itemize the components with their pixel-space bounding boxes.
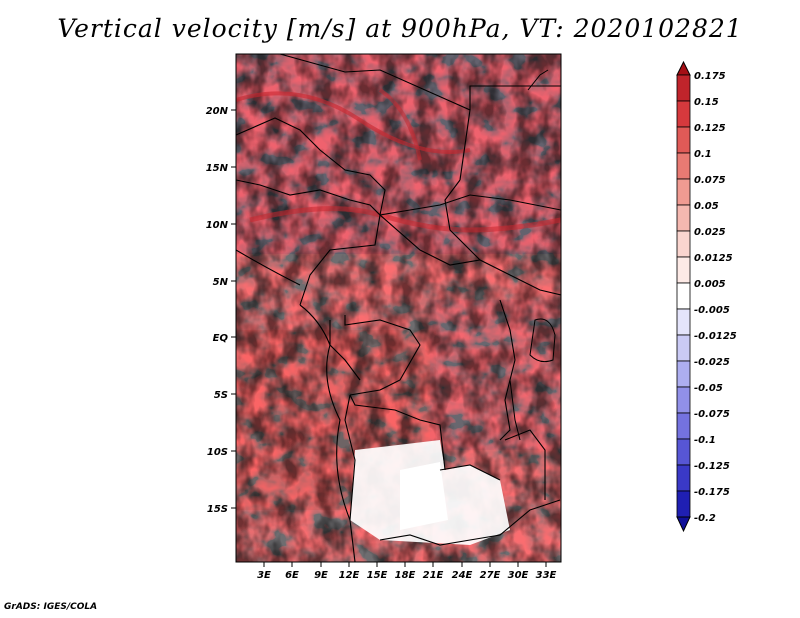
colorbar-swatch (676, 490, 691, 518)
map-title: Vertical velocity [m/s] at 900hPa, VT: 2… (57, 14, 743, 43)
colorbar-swatch (676, 126, 691, 154)
colorbar: 0.175 0.15 0.125 0.1 0.075 0.05 0.025 0.0125 0.0… (676, 60, 737, 533)
lon-tick-label: 33E (536, 570, 557, 581)
colorbar-swatch (676, 100, 691, 128)
colorbar-level-label: -0.1 (694, 435, 716, 446)
colorbar-swatch (676, 412, 691, 440)
vertical-velocity-field (236, 54, 561, 562)
country-borders (236, 54, 561, 562)
colorbar-max-arrow (676, 60, 691, 76)
lon-tick-label: 3E (257, 570, 271, 581)
lon-tick-label: 24E (452, 570, 473, 581)
colorbar-min-arrow (676, 516, 691, 533)
map-frame (235, 53, 562, 563)
lon-tick-label: 9E (314, 570, 328, 581)
lat-tick-label: 10N (206, 220, 229, 231)
colorbar-swatch (676, 438, 691, 466)
colorbar-level-label: 0.1 (694, 149, 712, 160)
colorbar-swatch (676, 360, 691, 388)
lat-tick-label: EQ (213, 333, 229, 344)
colorbar-level-label: 0.0125 (694, 253, 733, 264)
lat-tick-label: 10S (207, 447, 228, 458)
colorbar-level-label: -0.025 (694, 357, 730, 368)
colorbar-swatch (676, 152, 691, 180)
lat-tick-label: 15S (207, 504, 228, 515)
colorbar-swatch (676, 386, 691, 414)
longitude-axis: 3E 6E 9E 12E 15E 18E 21E 24E 27E 30E 33E (257, 562, 557, 581)
colorbar-swatch (676, 334, 691, 362)
colorbar-swatch (676, 282, 691, 310)
colorbar-level-label: 0.175 (694, 71, 726, 82)
lon-tick-label: 18E (395, 570, 416, 581)
colorbar-swatch (676, 308, 691, 336)
colorbar-swatch (676, 464, 691, 492)
colorbar-level-label: -0.125 (694, 461, 730, 472)
colorbar-level-label: 0.05 (694, 201, 719, 212)
lat-tick-label: 5N (213, 277, 229, 288)
colorbar-swatch (676, 256, 691, 284)
colorbar-swatch (676, 74, 691, 102)
lat-tick-label: 15N (206, 163, 229, 174)
lon-tick-label: 30E (508, 570, 529, 581)
grads-credit: GrADS: IGES/COLA (4, 602, 98, 612)
colorbar-level-label: -0.2 (694, 513, 716, 524)
colorbar-level-label: -0.175 (694, 487, 730, 498)
lon-tick-label: 27E (480, 570, 501, 581)
colorbar-level-label: 0.025 (694, 227, 726, 238)
lon-tick-label: 12E (339, 570, 360, 581)
colorbar-swatch (676, 230, 691, 258)
colorbar-level-label: -0.0125 (694, 331, 737, 342)
colorbar-swatch (676, 178, 691, 206)
lat-tick-label: 20N (206, 106, 229, 117)
colorbar-swatch (676, 204, 691, 232)
lakes (509, 69, 556, 441)
colorbar-level-label: -0.05 (694, 383, 723, 394)
colorbar-level-label: 0.15 (694, 97, 719, 108)
colorbar-level-label: -0.075 (694, 409, 730, 420)
lon-tick-label: 6E (285, 570, 299, 581)
colorbar-level-label: 0.075 (694, 175, 726, 186)
latitude-axis: 20N 15N 10N 5N EQ 5S 10S 15S (206, 106, 236, 515)
lat-tick-label: 5S (214, 390, 228, 401)
colorbar-level-label: -0.005 (694, 305, 730, 316)
lon-tick-label: 15E (367, 570, 388, 581)
colorbar-level-label: 0.125 (694, 123, 726, 134)
lon-tick-label: 21E (423, 570, 444, 581)
colorbar-level-label: 0.005 (694, 279, 726, 290)
